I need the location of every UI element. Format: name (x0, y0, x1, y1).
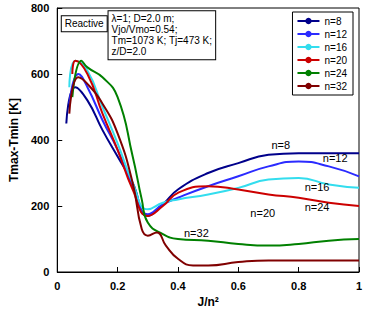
svg-text:n=24: n=24 (305, 201, 330, 213)
svg-text:0.8: 0.8 (291, 280, 306, 292)
svg-text:0: 0 (43, 266, 49, 278)
svg-text:n=32: n=32 (184, 227, 209, 239)
svg-text:0.2: 0.2 (110, 280, 125, 292)
svg-text:200: 200 (31, 200, 49, 212)
svg-text:n=12: n=12 (324, 29, 347, 40)
svg-text:Tmax-Tmin [K]: Tmax-Tmin [K] (7, 98, 21, 182)
svg-text:n=20: n=20 (250, 207, 275, 219)
svg-text:600: 600 (31, 68, 49, 80)
svg-text:0: 0 (54, 280, 60, 292)
svg-text:400: 400 (31, 134, 49, 146)
svg-text:0.4: 0.4 (170, 280, 186, 292)
svg-text:1: 1 (356, 280, 362, 292)
svg-text:λ=1; D=2.0 m;: λ=1; D=2.0 m; (112, 13, 175, 24)
svg-text:Vjo/Vmo=0.54;: Vjo/Vmo=0.54; (112, 24, 178, 35)
svg-text:z/D=2.0: z/D=2.0 (112, 46, 147, 57)
svg-text:n=16: n=16 (324, 42, 347, 53)
svg-text:n=32: n=32 (324, 81, 347, 92)
svg-text:n=20: n=20 (324, 55, 347, 66)
svg-text:n=12: n=12 (323, 152, 348, 164)
svg-text:n=8: n=8 (271, 139, 290, 151)
svg-text:n=8: n=8 (324, 16, 341, 27)
svg-text:J/n²: J/n² (197, 295, 218, 309)
svg-text:0.6: 0.6 (231, 280, 246, 292)
svg-text:n=24: n=24 (324, 68, 347, 79)
svg-text:Reactive: Reactive (65, 18, 104, 29)
svg-text:800: 800 (31, 2, 49, 14)
svg-text:Tm=1073 K; Tj=473 K;: Tm=1073 K; Tj=473 K; (112, 35, 212, 46)
svg-text:n=16: n=16 (305, 181, 330, 193)
